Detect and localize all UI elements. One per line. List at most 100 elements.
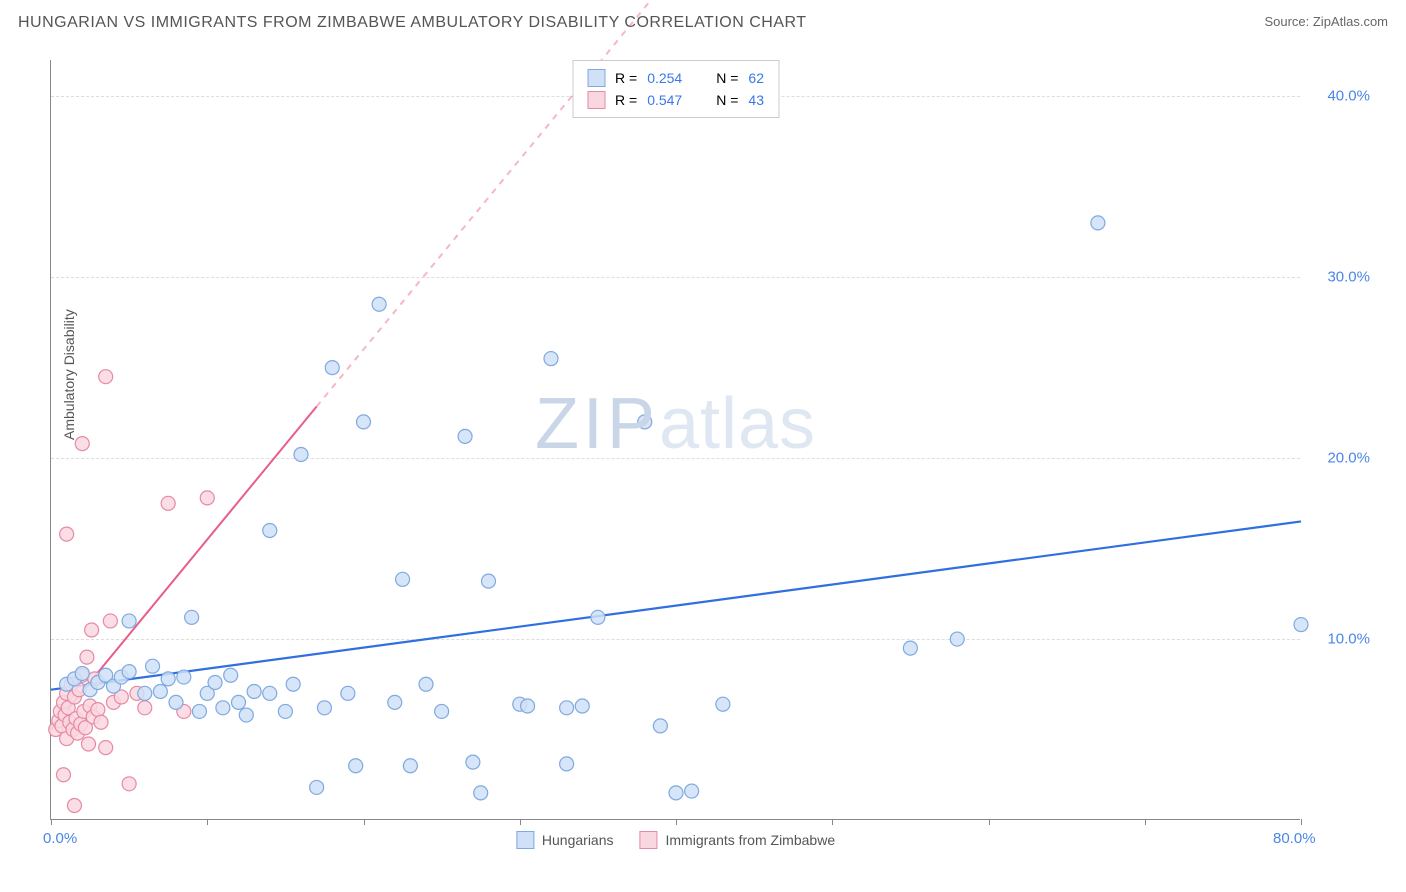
data-point — [482, 574, 496, 588]
data-point — [146, 659, 160, 673]
data-point — [85, 623, 99, 637]
series-legend: Hungarians Immigrants from Zimbabwe — [516, 831, 835, 849]
data-point — [94, 715, 108, 729]
data-point — [161, 496, 175, 510]
data-point — [67, 799, 81, 813]
data-point — [82, 737, 96, 751]
legend-label-zimbabwe: Immigrants from Zimbabwe — [666, 832, 836, 848]
y-tick-label: 20.0% — [1310, 450, 1370, 467]
data-point — [91, 703, 105, 717]
watermark-atlas: atlas — [659, 384, 816, 464]
x-tick — [1301, 819, 1302, 825]
data-point — [161, 672, 175, 686]
y-tick-label: 10.0% — [1310, 631, 1370, 648]
x-tick — [207, 819, 208, 825]
swatch-zimbabwe — [587, 91, 605, 109]
swatch-hungarians-icon — [516, 831, 534, 849]
data-point — [208, 675, 222, 689]
data-point — [169, 695, 183, 709]
data-point — [560, 757, 574, 771]
n-label: N = — [716, 92, 738, 108]
data-point — [396, 572, 410, 586]
data-point — [466, 755, 480, 769]
data-point — [57, 768, 71, 782]
data-point — [103, 614, 117, 628]
x-tick — [520, 819, 521, 825]
data-point — [716, 697, 730, 711]
data-point — [263, 523, 277, 537]
data-point — [224, 668, 238, 682]
legend-item-hungarians: Hungarians — [516, 831, 614, 849]
legend-label-hungarians: Hungarians — [542, 832, 614, 848]
data-point — [341, 686, 355, 700]
y-tick-label: 40.0% — [1310, 88, 1370, 105]
data-point — [75, 666, 89, 680]
data-point — [278, 704, 292, 718]
data-point — [903, 641, 917, 655]
data-point — [294, 447, 308, 461]
data-point — [200, 491, 214, 505]
data-point — [685, 784, 699, 798]
data-point — [122, 665, 136, 679]
data-point — [591, 610, 605, 624]
data-point — [122, 614, 136, 628]
data-point — [263, 686, 277, 700]
data-point — [60, 527, 74, 541]
data-point — [216, 701, 230, 715]
data-point — [950, 632, 964, 646]
data-point — [653, 719, 667, 733]
watermark-logo: ZIPatlas — [535, 383, 816, 465]
source-attribution: Source: ZipAtlas.com — [1264, 14, 1388, 29]
x-tick — [832, 819, 833, 825]
watermark-zip: ZIP — [535, 384, 659, 464]
data-point — [80, 650, 94, 664]
y-tick-label: 30.0% — [1310, 269, 1370, 286]
data-point — [419, 677, 433, 691]
n-value-hungarians: 62 — [748, 70, 764, 86]
data-point — [310, 780, 324, 794]
stats-legend: R = 0.254 N = 62 R = 0.547 N = 43 — [572, 60, 779, 118]
data-point — [403, 759, 417, 773]
data-point — [239, 708, 253, 722]
data-point — [458, 429, 472, 443]
data-point — [669, 786, 683, 800]
legend-item-zimbabwe: Immigrants from Zimbabwe — [640, 831, 836, 849]
data-point — [75, 437, 89, 451]
r-value-hungarians: 0.254 — [647, 70, 682, 86]
r-label: R = — [615, 70, 637, 86]
data-point — [247, 685, 261, 699]
chart-title: HUNGARIAN VS IMMIGRANTS FROM ZIMBABWE AM… — [18, 14, 1388, 32]
data-point — [153, 685, 167, 699]
data-point — [99, 741, 113, 755]
data-point — [521, 699, 535, 713]
stats-row-zimbabwe: R = 0.547 N = 43 — [587, 89, 764, 111]
data-point — [474, 786, 488, 800]
data-point — [99, 370, 113, 384]
data-point — [177, 670, 191, 684]
x-tick-label: 0.0% — [43, 830, 77, 847]
data-point — [575, 699, 589, 713]
swatch-zimbabwe-icon — [640, 831, 658, 849]
x-tick-label: 80.0% — [1273, 830, 1316, 847]
data-point — [317, 701, 331, 715]
data-point — [192, 704, 206, 718]
data-point — [122, 777, 136, 791]
x-tick — [676, 819, 677, 825]
r-label: R = — [615, 92, 637, 108]
data-point — [325, 361, 339, 375]
x-tick — [51, 819, 52, 825]
data-point — [232, 695, 246, 709]
x-tick — [1145, 819, 1146, 825]
data-point — [435, 704, 449, 718]
swatch-hungarians — [587, 69, 605, 87]
data-point — [544, 352, 558, 366]
data-point — [388, 695, 402, 709]
x-tick — [364, 819, 365, 825]
n-label: N = — [716, 70, 738, 86]
data-point — [372, 297, 386, 311]
data-point — [349, 759, 363, 773]
data-point — [138, 686, 152, 700]
data-point — [138, 701, 152, 715]
data-point — [357, 415, 371, 429]
data-point — [185, 610, 199, 624]
